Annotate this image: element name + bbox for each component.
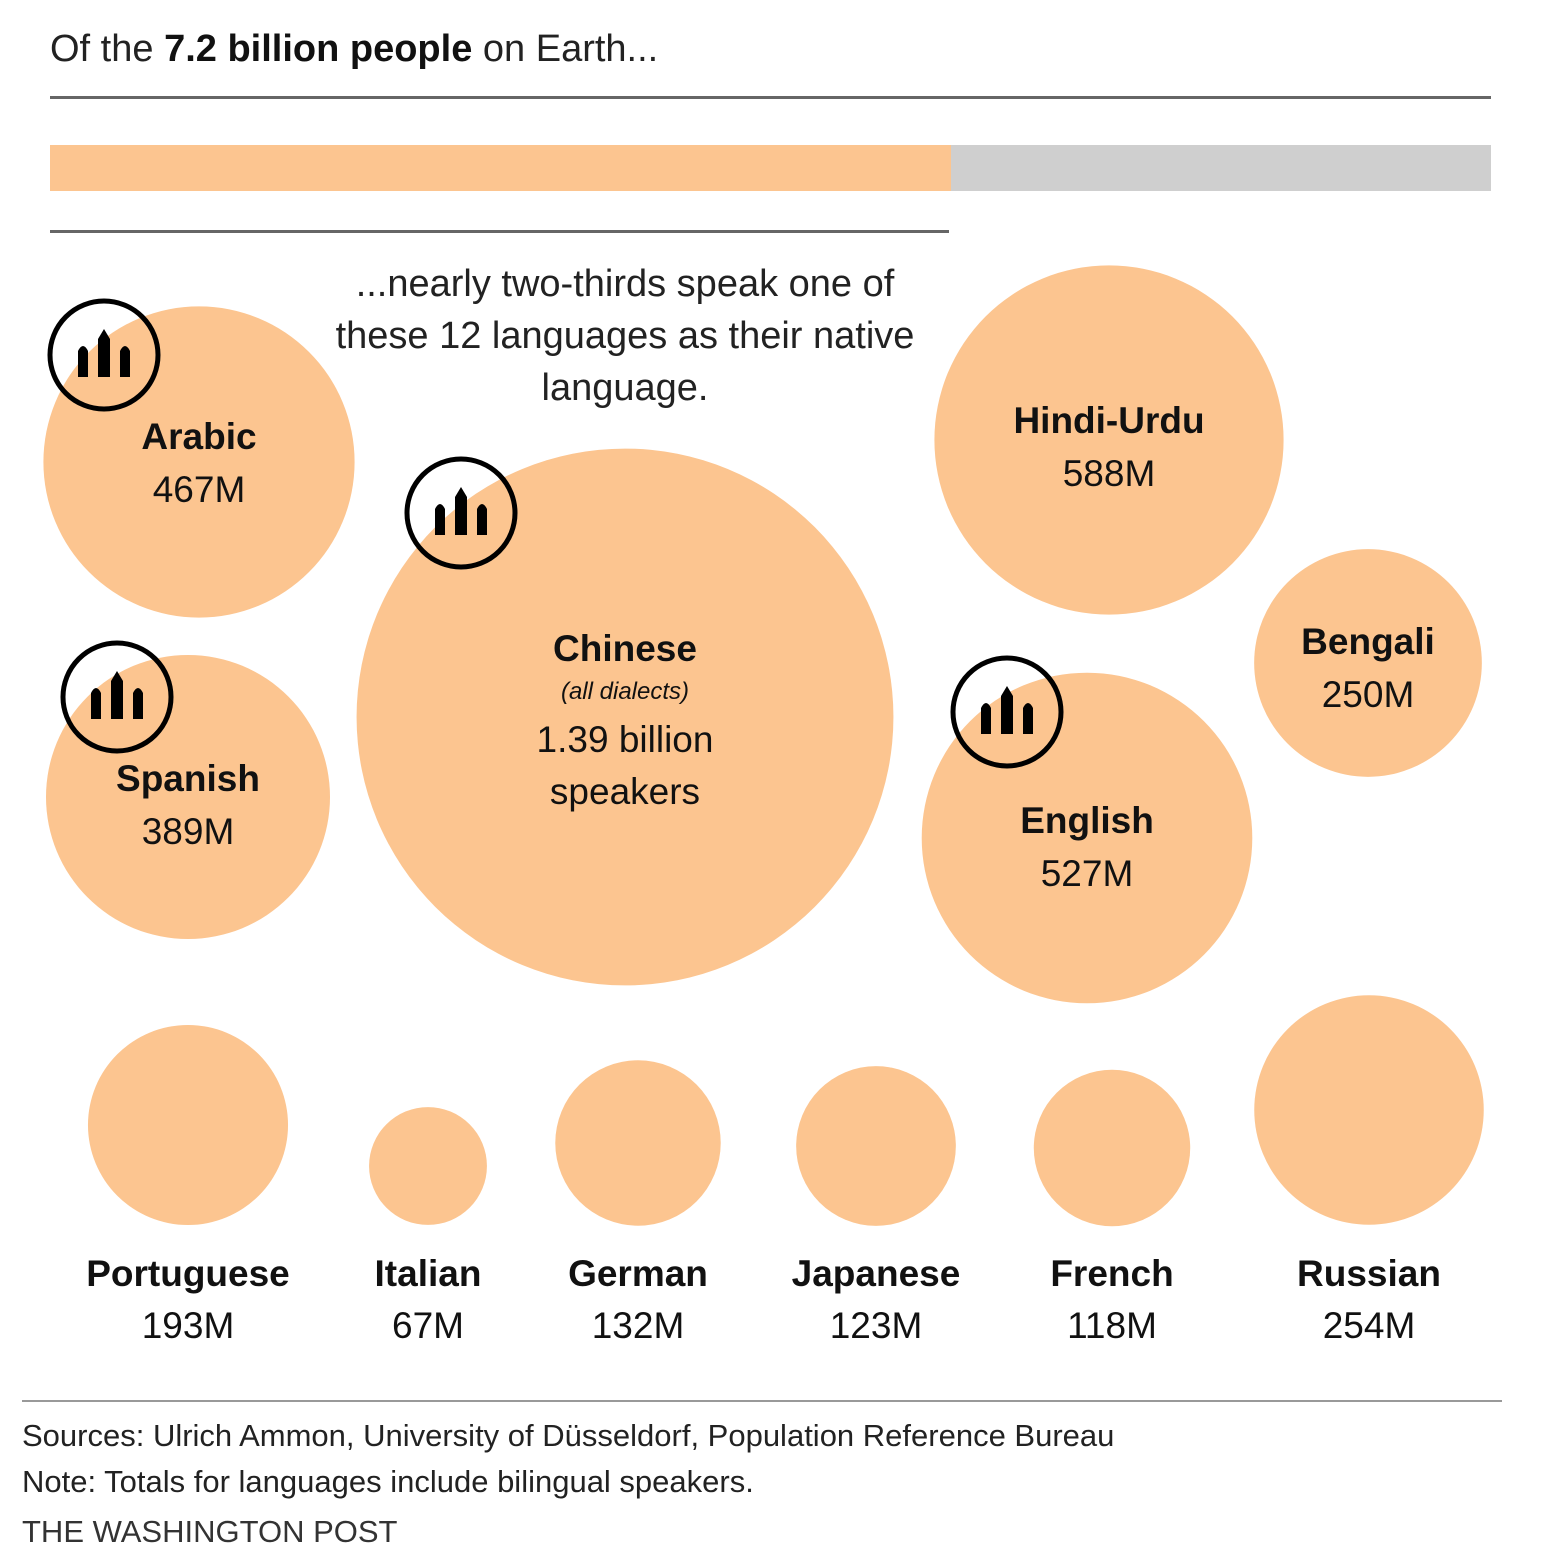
subhead: ...nearly two-thirds speak one of these …	[335, 263, 915, 409]
bar-chart-icon-english	[950, 655, 1064, 769]
icon-ring	[60, 640, 174, 754]
label-hindi-urdu: Hindi-Urdu	[1013, 400, 1204, 441]
value-italian: 67M	[392, 1305, 464, 1346]
label-japanese: Japanese	[792, 1253, 961, 1294]
bubble-hindi-urdu	[934, 265, 1284, 615]
icon-bar-right	[1023, 703, 1033, 734]
headline-tail: on Earth...	[482, 28, 659, 70]
bubble-german	[555, 1060, 721, 1226]
bubble-japanese	[796, 1066, 956, 1226]
icon-bar-middle	[111, 671, 123, 719]
value-bengali: 250M	[1322, 674, 1415, 715]
footer-rule	[22, 1400, 1502, 1402]
icon-bar-right	[133, 688, 143, 719]
label-bengali: Bengali	[1301, 621, 1435, 662]
icon-ring	[47, 298, 161, 412]
icon-bar-right	[477, 504, 487, 535]
value-japanese: 123M	[830, 1305, 923, 1346]
value-spanish: 389M	[142, 811, 235, 852]
icon-bar-middle	[98, 329, 110, 377]
headline-highlight: 7.2 billion people	[164, 28, 473, 70]
icon-ring	[404, 456, 518, 570]
value-arabic: 467M	[153, 469, 246, 510]
credit-text: THE WASHINGTON POST	[22, 1514, 398, 1549]
icon-bar-left	[91, 688, 101, 719]
label-french: French	[1050, 1253, 1173, 1294]
bar-chart-icon-arabic	[47, 298, 161, 412]
bubble-italian	[369, 1107, 487, 1225]
sources-text: Sources: Ulrich Ammon, University of Düs…	[22, 1418, 1115, 1453]
label-portuguese: Portuguese	[86, 1253, 290, 1294]
population-share-bar	[50, 145, 1491, 191]
share-rule	[50, 230, 949, 233]
top-rule	[50, 96, 1491, 99]
headline: Of the 7.2 billion people on Earth...	[50, 28, 658, 71]
value-german: 132M	[592, 1305, 685, 1346]
bubble-french	[1033, 1069, 1191, 1227]
value-russian: 254M	[1323, 1305, 1416, 1346]
bubble-chinese	[356, 448, 894, 986]
icon-bar-left	[435, 504, 445, 535]
bubble-english	[921, 672, 1253, 1004]
value-hindi-urdu: 588M	[1063, 453, 1156, 494]
icon-ring	[950, 655, 1064, 769]
icon-bar-left	[78, 346, 88, 377]
bubble-bengali	[1254, 549, 1482, 777]
note-text: Note: Totals for languages include bilin…	[22, 1464, 754, 1499]
value-chinese: 1.39 billion	[537, 719, 714, 760]
label-italian: Italian	[375, 1253, 482, 1294]
note-chinese: (all dialects)	[561, 678, 689, 705]
population-share-fill	[50, 145, 951, 191]
bar-chart-icon-chinese	[404, 456, 518, 570]
icon-bar-middle	[1001, 686, 1013, 734]
value-english: 527M	[1041, 853, 1134, 894]
bubble-russian	[1254, 995, 1484, 1225]
bubble-chart: Arabic 467M Chinese (all dialects) 1.39 bill…	[43, 265, 1484, 1346]
icon-bar-middle	[455, 487, 467, 535]
headline-lead: Of the	[50, 28, 154, 70]
value-portuguese: 193M	[142, 1305, 235, 1346]
bubble-arabic	[43, 306, 355, 618]
label-arabic: Arabic	[141, 416, 256, 457]
label-russian: Russian	[1297, 1253, 1441, 1294]
label-chinese: Chinese	[553, 628, 697, 669]
label-english: English	[1020, 800, 1154, 841]
label-spanish: Spanish	[116, 758, 260, 799]
value-french: 118M	[1067, 1305, 1157, 1346]
value2-chinese: speakers	[550, 771, 700, 812]
bar-chart-icon-spanish	[60, 640, 174, 754]
icon-bar-right	[120, 346, 130, 377]
bubble-portuguese	[87, 1024, 289, 1226]
label-german: German	[568, 1253, 708, 1294]
icon-bar-left	[981, 703, 991, 734]
bubble-spanish	[45, 654, 331, 940]
